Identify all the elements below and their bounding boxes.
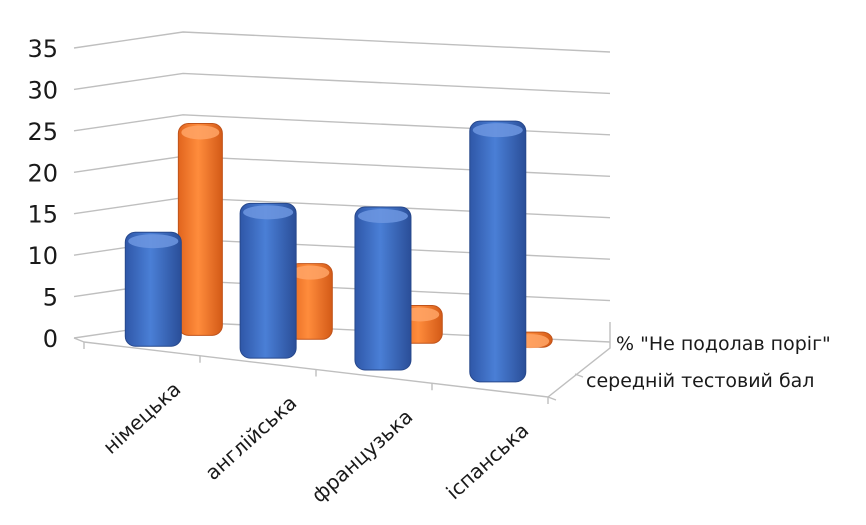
floor-left-edge <box>73 337 85 343</box>
bar-top <box>181 125 220 140</box>
series-label: % "Не подолав поріг" <box>616 333 831 355</box>
gridline <box>73 31 611 53</box>
bar <box>177 122 223 336</box>
bar <box>287 263 333 340</box>
bar-body <box>124 231 182 347</box>
x-tick-label: французька <box>307 404 418 507</box>
gridline <box>73 197 611 219</box>
bar <box>354 206 412 371</box>
gridline <box>73 114 611 136</box>
x-tick-label: німецька <box>98 377 185 459</box>
y-tick-label: 30 <box>27 76 58 104</box>
bar-top <box>243 205 294 220</box>
y-tick-label: 35 <box>27 35 58 63</box>
y-tick-label: 5 <box>43 284 58 312</box>
bar-body <box>469 120 527 383</box>
depth-tick <box>547 396 557 401</box>
bar-body <box>177 122 223 336</box>
bar-top <box>128 234 179 249</box>
y-tick-label: 15 <box>27 201 58 229</box>
y-tick-label: 10 <box>27 242 58 270</box>
bar-top <box>472 123 523 138</box>
x-tick-label: іспанська <box>441 418 533 504</box>
bar-body <box>239 202 297 359</box>
bar-top <box>357 209 408 224</box>
gridline <box>73 72 611 95</box>
series-label: середній тестовий бал <box>586 370 814 392</box>
bar <box>124 231 182 347</box>
bar-top <box>291 265 330 280</box>
y-tick-label: 20 <box>27 159 58 187</box>
bar <box>469 120 527 383</box>
y-tick-label: 25 <box>27 118 58 146</box>
gridline <box>73 155 611 177</box>
x-tick-label: англійська <box>200 391 301 485</box>
bar <box>239 202 297 359</box>
depth-tick <box>574 373 584 378</box>
bars <box>124 120 553 383</box>
bar-body <box>354 206 412 371</box>
axes <box>73 322 611 404</box>
y-tick-label: 0 <box>43 325 58 353</box>
